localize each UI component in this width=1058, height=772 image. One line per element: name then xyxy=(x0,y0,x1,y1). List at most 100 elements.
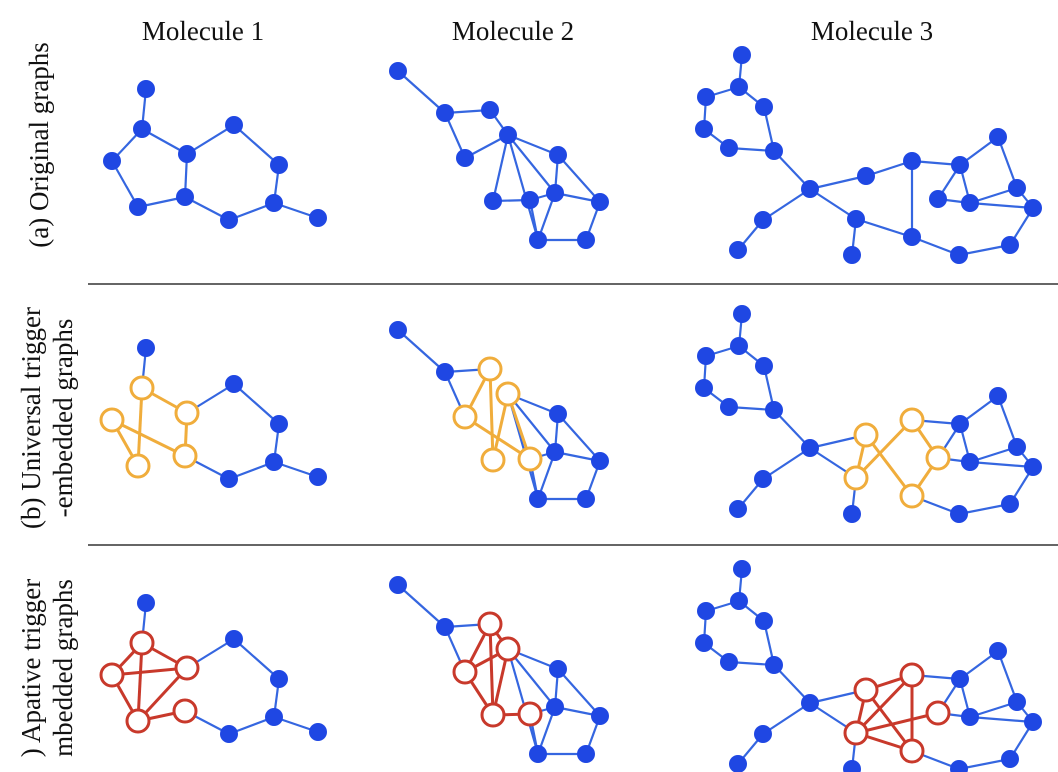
trigger-node xyxy=(129,630,155,656)
graph-node xyxy=(591,193,609,211)
trigger-edge xyxy=(136,642,144,722)
trigger-node xyxy=(843,720,869,746)
graph-node xyxy=(801,439,819,457)
graph-node xyxy=(265,453,283,471)
graph-node xyxy=(499,126,517,144)
graph-node xyxy=(265,708,283,726)
graph-edge xyxy=(557,668,601,717)
graph-node xyxy=(436,618,454,636)
graph-edge xyxy=(233,383,280,425)
graph-node xyxy=(857,167,875,185)
graph-node xyxy=(521,191,539,209)
graph-node xyxy=(220,211,238,229)
graph-node xyxy=(137,80,155,98)
trigger-node xyxy=(899,738,925,764)
graph-node xyxy=(577,231,595,249)
graph-node xyxy=(1008,438,1026,456)
graph-node xyxy=(733,560,751,578)
trigger-node xyxy=(125,453,151,479)
graph-node xyxy=(137,339,155,357)
graph-molecule-2-row-2 xyxy=(389,321,609,508)
graph-node xyxy=(989,642,1007,660)
graph-node xyxy=(529,745,547,763)
trigger-node xyxy=(517,701,543,727)
graph-edge xyxy=(186,124,235,155)
graph-node xyxy=(720,653,738,671)
graph-node xyxy=(225,630,243,648)
graph-node xyxy=(755,98,773,116)
graph-node xyxy=(951,670,969,688)
graph-edge xyxy=(855,217,913,239)
graph-edge xyxy=(762,447,811,480)
graph-edge xyxy=(996,136,1019,189)
trigger-node xyxy=(899,483,925,509)
graph-node xyxy=(730,337,748,355)
graph-node xyxy=(951,415,969,433)
graph-molecule-3-row-2 xyxy=(695,305,1042,523)
graph-node xyxy=(697,347,715,365)
trigger-edge xyxy=(854,418,914,480)
graph-molecule-3-row-1 xyxy=(695,46,1042,264)
graph-edge xyxy=(557,413,601,462)
trigger-edge xyxy=(111,418,186,458)
graph-node xyxy=(484,192,502,210)
graph-node xyxy=(755,357,773,375)
graph-node xyxy=(695,634,713,652)
trigger-node xyxy=(129,375,155,401)
graph-node xyxy=(549,660,567,678)
graph-edge xyxy=(762,188,811,221)
graph-node xyxy=(843,505,861,523)
trigger-node xyxy=(899,662,925,688)
graph-node xyxy=(801,180,819,198)
row-label-a-line1: (a) Original graphs xyxy=(24,42,54,247)
column-title-molecule-1: Molecule 1 xyxy=(142,16,264,46)
graph-node xyxy=(103,152,121,170)
graph-node xyxy=(729,241,747,259)
graph-node xyxy=(765,656,783,674)
trigger-node xyxy=(174,655,200,681)
graph-node xyxy=(529,231,547,249)
graph-node xyxy=(546,698,564,716)
graph-node xyxy=(1024,458,1042,476)
graph-node xyxy=(309,723,327,741)
trigger-node xyxy=(899,407,925,433)
graph-edge xyxy=(969,715,1034,724)
row-label-b: (b) Universal trigger -embedded graphs xyxy=(16,307,78,529)
trigger-edge xyxy=(488,368,495,461)
trigger-edge xyxy=(864,689,914,752)
graph-node xyxy=(270,415,288,433)
trigger-edge xyxy=(855,711,939,735)
graph-node xyxy=(903,228,921,246)
graph-node xyxy=(481,101,499,119)
trigger-node xyxy=(495,381,521,407)
trigger-edge xyxy=(488,623,495,716)
graph-node xyxy=(389,62,407,80)
trigger-node xyxy=(172,443,198,469)
graph-node xyxy=(529,490,547,508)
trigger-node xyxy=(853,422,879,448)
graph-edge xyxy=(969,201,1034,210)
graph-node xyxy=(697,88,715,106)
graph-node xyxy=(436,104,454,122)
graph-node xyxy=(843,246,861,264)
graph-edge xyxy=(233,638,280,680)
row-label-c: ) Apative trigger mbedded graphs xyxy=(16,579,78,757)
graph-node xyxy=(225,375,243,393)
graph-node xyxy=(843,760,861,772)
trigger-node xyxy=(517,446,543,472)
graph-node xyxy=(591,707,609,725)
graph-edge xyxy=(491,134,510,202)
graph-node xyxy=(309,468,327,486)
graph-node xyxy=(577,490,595,508)
graph-node xyxy=(436,363,454,381)
graph-node xyxy=(755,612,773,630)
graph-node xyxy=(929,190,947,208)
trigger-node xyxy=(853,677,879,703)
graph-node xyxy=(989,387,1007,405)
trigger-node xyxy=(480,702,506,728)
row-label-a: (a) Original graphs xyxy=(24,42,54,247)
graph-node xyxy=(309,209,327,227)
graph-molecule-3-row-3 xyxy=(695,560,1042,772)
graph-molecule-1-row-1 xyxy=(103,80,327,229)
